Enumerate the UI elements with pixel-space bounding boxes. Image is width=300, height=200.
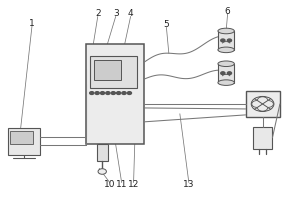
Circle shape [111, 92, 116, 94]
Bar [218, 64, 234, 83]
Circle shape [95, 92, 99, 94]
Circle shape [100, 92, 105, 94]
Circle shape [122, 92, 126, 94]
Circle shape [221, 72, 225, 75]
Bar [10, 131, 33, 144]
Circle shape [221, 39, 225, 42]
Text: 1: 1 [29, 19, 35, 28]
Ellipse shape [218, 47, 234, 53]
Circle shape [117, 92, 121, 94]
Circle shape [227, 72, 232, 75]
Text: 4: 4 [128, 9, 134, 18]
Circle shape [227, 39, 232, 42]
Text: 11: 11 [116, 180, 127, 189]
Text: 2: 2 [95, 9, 100, 18]
Ellipse shape [218, 80, 234, 85]
Text: 10: 10 [104, 180, 116, 189]
Bar [8, 128, 40, 155]
Ellipse shape [218, 61, 234, 67]
Circle shape [127, 92, 131, 94]
Circle shape [98, 169, 106, 174]
Bar [246, 91, 280, 117]
Bar [86, 44, 144, 144]
Text: 3: 3 [113, 9, 118, 18]
Bar [97, 144, 108, 161]
Bar [253, 127, 272, 149]
Bar [94, 60, 121, 80]
Text: 12: 12 [128, 180, 139, 189]
Bar [218, 31, 234, 50]
Text: 6: 6 [225, 7, 230, 16]
Bar [90, 56, 136, 88]
Ellipse shape [218, 28, 234, 34]
Circle shape [90, 92, 94, 94]
Text: 5: 5 [164, 20, 169, 29]
Text: 13: 13 [183, 180, 195, 189]
Circle shape [106, 92, 110, 94]
